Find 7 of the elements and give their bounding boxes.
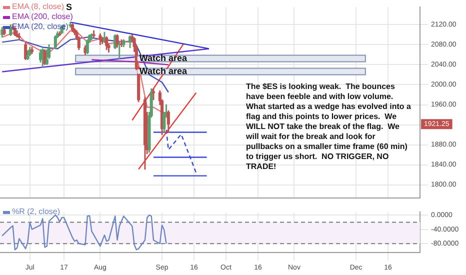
legend-label: EMA (8, close) <box>12 2 64 12</box>
annotation: S <box>66 2 72 12</box>
legend-label: %R (2, close) <box>12 207 60 217</box>
band-label: Watch area <box>139 52 188 63</box>
legend-label: EMA (200, close) <box>12 12 73 22</box>
band-label: Watch area <box>139 66 188 76</box>
text: The $ES is looking weak. The bounces have been feeble and with low volume. What started as a wedge has evolved into a flag and this points to lower prices. We WILL NOT take the break of the flag. We will wait for the break and look for pullbacks on a smaller time frame (60 min) to trigger us short. NO TRIGGER, NO TRADE! <box>246 82 411 171</box>
